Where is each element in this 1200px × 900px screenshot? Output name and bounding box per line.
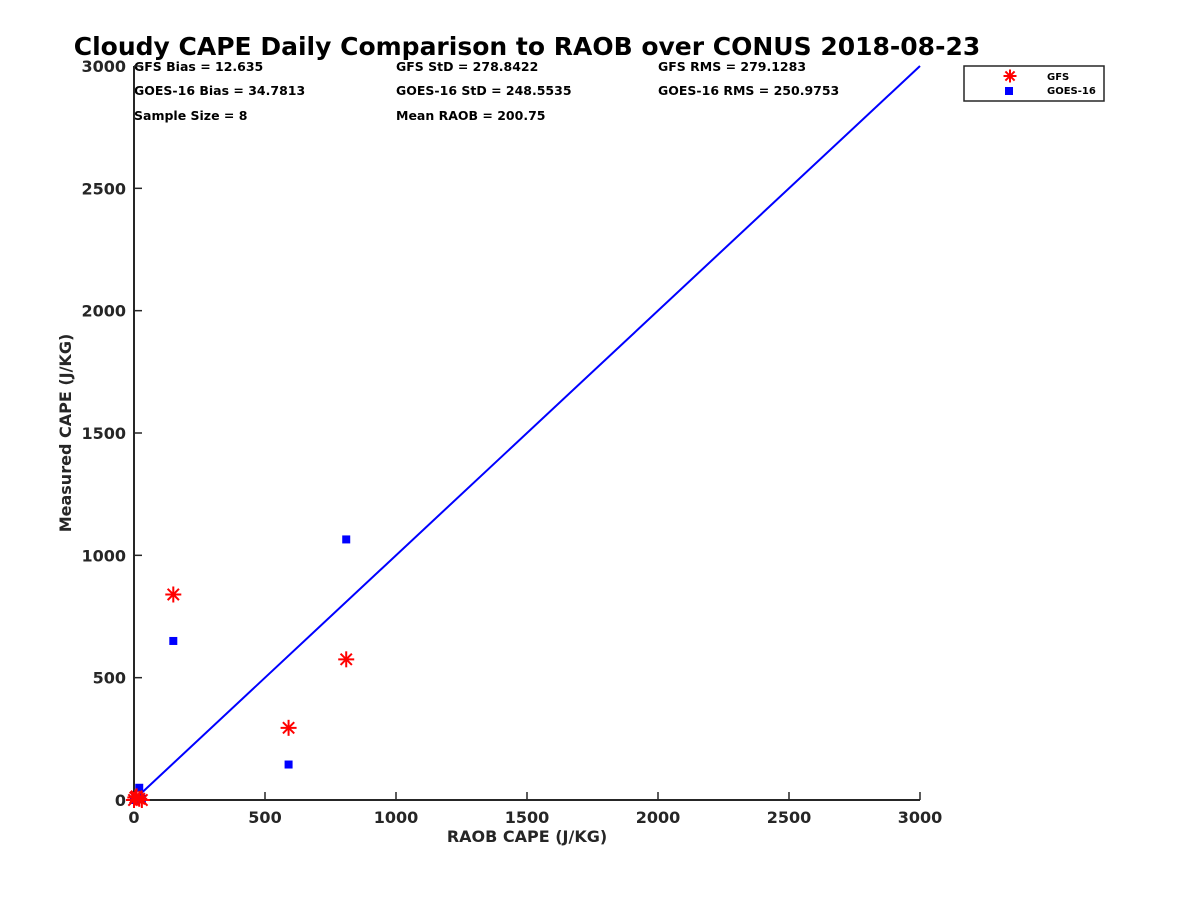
stat-gfs-std: GFS StD = 278.8422 xyxy=(396,59,538,74)
stat-goes16-rms: GOES-16 RMS = 250.9753 xyxy=(658,83,839,98)
x-tick-label: 0 xyxy=(128,808,139,827)
point-goes16 xyxy=(284,760,293,769)
one-to-one-line xyxy=(133,65,921,801)
x-axis-label: RAOB CAPE (J/KG) xyxy=(447,827,607,846)
legend-label-gfs: GFS xyxy=(1047,72,1069,83)
x-tick-label: 500 xyxy=(248,808,281,827)
x-tick-label: 1000 xyxy=(374,808,419,827)
y-axis-label: Measured CAPE (J/KG) xyxy=(56,334,75,533)
point-goes16 xyxy=(169,636,178,645)
legend-label-goes16: GOES-16 xyxy=(1047,86,1096,97)
legend: GFS GOES-16 xyxy=(963,65,1105,102)
point-gfs xyxy=(280,719,297,736)
x-tick-label: 2000 xyxy=(636,808,681,827)
y-tick-label: 3000 xyxy=(81,57,126,76)
y-tick-label: 0 xyxy=(115,791,126,810)
point-goes16 xyxy=(342,535,351,544)
stat-gfs-bias: GFS Bias = 12.635 xyxy=(134,59,263,74)
chart-title: Cloudy CAPE Daily Comparison to RAOB ove… xyxy=(74,32,980,61)
y-tick-label: 2500 xyxy=(81,179,126,198)
y-tick-label: 1000 xyxy=(81,546,126,565)
x-tick-label: 3000 xyxy=(898,808,943,827)
x-axis-ticks: 0 500 1000 1500 2000 2500 3000 xyxy=(128,792,942,827)
x-tick-label: 2500 xyxy=(767,808,812,827)
point-gfs xyxy=(338,651,355,668)
point-gfs xyxy=(128,788,145,805)
y-tick-label: 2000 xyxy=(81,302,126,321)
y-tick-label: 1500 xyxy=(81,424,126,443)
reference-line xyxy=(133,65,921,801)
legend-box xyxy=(963,65,1105,102)
stat-gfs-rms: GFS RMS = 279.1283 xyxy=(658,59,806,74)
stat-goes16-std: GOES-16 StD = 248.5535 xyxy=(396,83,572,98)
point-gfs xyxy=(165,586,182,603)
legend-marker-goes16 xyxy=(1005,87,1013,95)
data-points xyxy=(126,535,355,808)
legend-marker-gfs xyxy=(1003,69,1017,83)
stat-mean-raob: Mean RAOB = 200.75 xyxy=(396,108,545,123)
x-tick-label: 1500 xyxy=(505,808,550,827)
stat-sample-size: Sample Size = 8 xyxy=(134,108,247,123)
statistics-panel: GFS Bias = 12.635 GOES-16 Bias = 34.7813… xyxy=(134,59,839,123)
point-goes16 xyxy=(135,783,144,792)
y-axis-ticks: 0 500 1000 1500 2000 2500 3000 xyxy=(81,57,142,810)
stat-goes16-bias: GOES-16 Bias = 34.7813 xyxy=(134,83,305,98)
y-tick-label: 500 xyxy=(93,669,126,688)
